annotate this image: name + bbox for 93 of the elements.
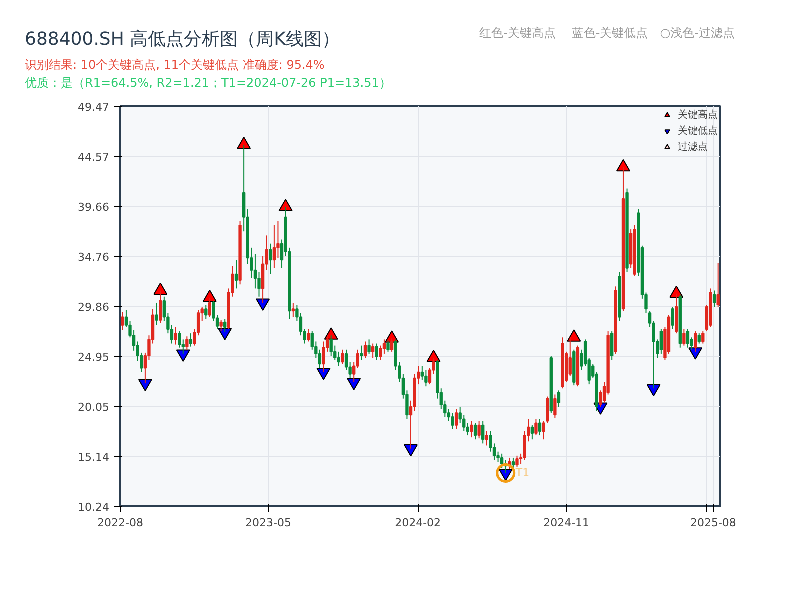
candlestick [208,297,212,318]
candlestick [424,370,428,388]
text: 优质：是（R1=64.5%, R2=1.21；T1=2024-07-26 P1=13.51） [25,75,392,92]
chart-title: 688400.SH 高低点分析图（周K线图） [25,28,340,52]
candlestick [390,338,394,352]
candlestick [375,343,378,361]
candlestick [204,304,208,320]
y-tick-label: 24.95 [78,351,110,364]
candlestick [299,312,303,336]
legend-label: 关键高点 [678,108,718,122]
candlestick [330,335,333,357]
point [616,159,630,172]
candlestick [234,260,238,290]
point [278,199,293,212]
point [138,379,152,392]
x-tick-label: 2024-02 [395,516,442,530]
candlestick [178,331,182,348]
y-tick-label: 39.66 [78,201,110,214]
candlestick [702,331,705,344]
candlestick [344,349,348,371]
legend-label: 关键低点 [678,124,718,138]
candlestick [454,408,458,430]
candlestick [341,349,344,365]
point [237,136,252,150]
candlestick [224,318,227,334]
y-tick-label: 49.47 [78,101,110,114]
candlestick [682,328,686,346]
candlestick [568,337,572,377]
y-tick-label: 29.86 [78,300,110,314]
candlestick [371,343,375,359]
legend-label: 过滤点 [678,140,708,154]
y-tick-label: 34.76 [78,250,110,264]
candlestick [712,290,716,308]
candlestick [538,418,542,436]
point [176,350,190,362]
candlestick [530,424,534,440]
candlestick [660,328,664,354]
candlestick [478,420,481,440]
candlestick [485,430,488,446]
point [347,378,362,391]
candlestick [292,302,295,318]
point [646,384,661,397]
y-tick-label: 44.57 [78,150,110,164]
candlestick [155,302,158,326]
candlestick [466,422,470,436]
candlestick [306,328,310,342]
candlestick [360,345,364,361]
candlestick [686,328,690,348]
point [688,348,703,360]
y-tick-label: 20.05 [78,400,110,414]
candlestick [189,333,193,348]
candlestick [512,457,516,469]
point [316,368,331,380]
candlestick [482,420,485,444]
x-tick-label: 2025-08 [690,516,736,530]
candlestick [364,341,368,359]
point [404,444,418,457]
candlestick [671,306,674,330]
candlestick [186,336,189,350]
candlestick [337,351,341,367]
candlestick [470,420,474,438]
candlestick [554,394,557,419]
candlestick [272,224,276,269]
candlestick [694,331,698,352]
candlestick [254,254,258,290]
candlestick [368,339,371,354]
candlestick [121,312,124,332]
y-tick-label: 10.24 [78,501,110,514]
candlestick [474,422,478,440]
candlestick [610,331,614,361]
chart-subtitle: 识别结果: 10个关键高点, 11个关键低点 准确度: 95.4% [25,57,325,74]
candlestick [698,333,701,344]
candlestick [159,290,162,324]
candlestick [174,326,178,346]
x-tick-label: 2023-05 [245,516,292,530]
annotation: T1 [514,466,530,480]
candlestick [516,455,519,468]
y-tick-label: 15.14 [78,451,110,464]
point [256,298,270,311]
candlestick [318,349,322,369]
candlestick [534,418,538,436]
text: 红色-关键高点 蓝色-关键低点 ○浅色-过滤点 [480,25,735,42]
candlestick [557,390,561,408]
candlestick [386,340,390,352]
candlestick [451,412,454,430]
candlestick [220,320,223,332]
x-tick-label: 2022-08 [98,516,144,530]
candlestick [379,345,382,361]
candlestick [716,262,720,308]
candlestick [382,339,386,354]
candlestick [269,243,272,275]
x-tick-label: 2024-11 [544,516,590,530]
candlestick [500,453,504,469]
